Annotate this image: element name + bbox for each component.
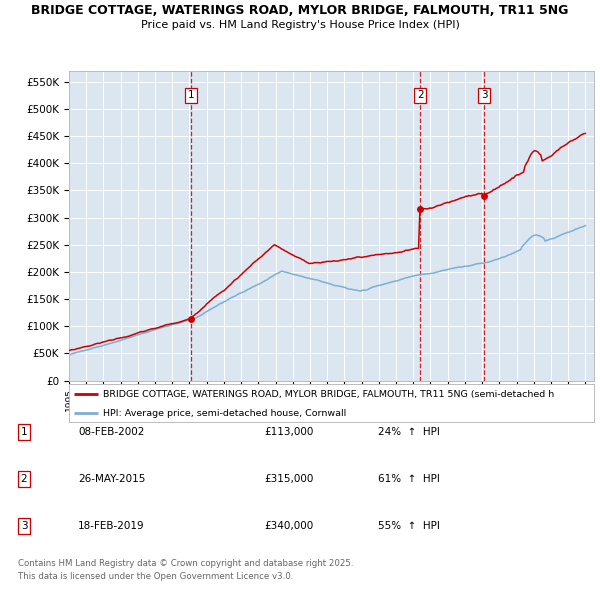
Text: BRIDGE COTTAGE, WATERINGS ROAD, MYLOR BRIDGE, FALMOUTH, TR11 5NG: BRIDGE COTTAGE, WATERINGS ROAD, MYLOR BR… — [31, 4, 569, 17]
Text: £315,000: £315,000 — [264, 474, 313, 484]
Text: 1: 1 — [20, 427, 28, 437]
Text: Contains HM Land Registry data © Crown copyright and database right 2025.: Contains HM Land Registry data © Crown c… — [18, 559, 353, 568]
Text: This data is licensed under the Open Government Licence v3.0.: This data is licensed under the Open Gov… — [18, 572, 293, 581]
Text: 3: 3 — [20, 522, 28, 531]
Text: 1: 1 — [188, 90, 194, 100]
Text: 2: 2 — [417, 90, 424, 100]
Text: 18-FEB-2019: 18-FEB-2019 — [78, 522, 145, 531]
Text: BRIDGE COTTAGE, WATERINGS ROAD, MYLOR BRIDGE, FALMOUTH, TR11 5NG (semi-detached : BRIDGE COTTAGE, WATERINGS ROAD, MYLOR BR… — [103, 390, 554, 399]
Text: £113,000: £113,000 — [264, 427, 313, 437]
Text: £340,000: £340,000 — [264, 522, 313, 531]
Text: HPI: Average price, semi-detached house, Cornwall: HPI: Average price, semi-detached house,… — [103, 409, 346, 418]
Text: 55%  ↑  HPI: 55% ↑ HPI — [378, 522, 440, 531]
Text: 24%  ↑  HPI: 24% ↑ HPI — [378, 427, 440, 437]
Text: 61%  ↑  HPI: 61% ↑ HPI — [378, 474, 440, 484]
Text: 2: 2 — [20, 474, 28, 484]
Text: 26-MAY-2015: 26-MAY-2015 — [78, 474, 145, 484]
Text: 08-FEB-2002: 08-FEB-2002 — [78, 427, 145, 437]
Text: Price paid vs. HM Land Registry's House Price Index (HPI): Price paid vs. HM Land Registry's House … — [140, 20, 460, 30]
Text: 3: 3 — [481, 90, 488, 100]
